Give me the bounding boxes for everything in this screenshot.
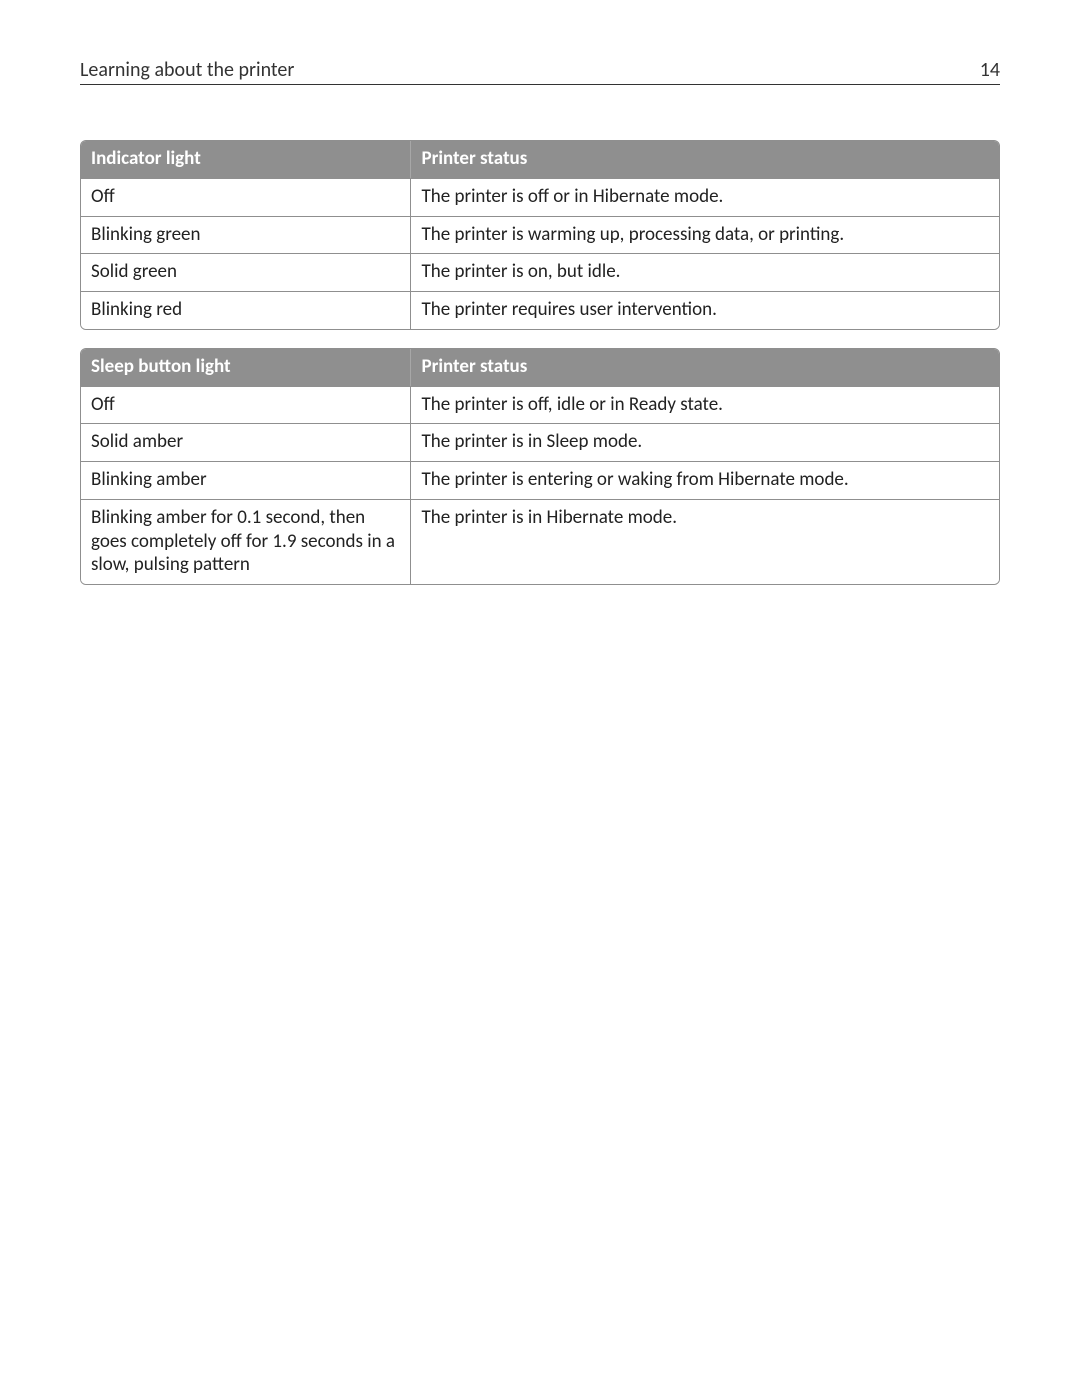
column-header: Sleep button light [81,349,411,386]
table-header-row: Sleep button light Printer status [81,349,999,386]
table-cell: Solid amber [81,423,411,461]
table-cell: Blinking green [81,216,411,254]
table-cell: Blinking amber [81,461,411,499]
document-page: Learning about the printer 14 Indicator … [0,0,1080,1397]
table-cell: The printer is off or in Hibernate mode. [411,178,999,216]
column-header: Indicator light [81,141,411,178]
table-cell: The printer is in Sleep mode. [411,423,999,461]
table-cell: Blinking amber for 0.1 second, then goes… [81,499,411,584]
page-number: 14 [980,58,1000,82]
table-cell: Solid green [81,253,411,291]
table-cell: The printer is off, idle or in Ready sta… [411,386,999,424]
table-row: Blinking red The printer requires user i… [81,291,999,329]
table-cell: Off [81,178,411,216]
table-cell: The printer is entering or waking from H… [411,461,999,499]
table-cell: Blinking red [81,291,411,329]
page-header: Learning about the printer 14 [80,58,1000,85]
column-header: Printer status [411,349,999,386]
table-cell: The printer is warming up, processing da… [411,216,999,254]
indicator-light-table: Indicator light Printer status Off The p… [80,140,1000,330]
table-row: Blinking amber The printer is entering o… [81,461,999,499]
table-row: Blinking green The printer is warming up… [81,216,999,254]
sleep-button-light-table: Sleep button light Printer status Off Th… [80,348,1000,585]
table-cell: The printer is in Hibernate mode. [411,499,999,584]
table-row: Solid green The printer is on, but idle. [81,253,999,291]
table-row: Off The printer is off or in Hibernate m… [81,178,999,216]
table-header-row: Indicator light Printer status [81,141,999,178]
table-cell: Off [81,386,411,424]
table-row: Solid amber The printer is in Sleep mode… [81,423,999,461]
table-row: Off The printer is off, idle or in Ready… [81,386,999,424]
section-title: Learning about the printer [80,58,294,82]
table-cell: The printer requires user intervention. [411,291,999,329]
column-header: Printer status [411,141,999,178]
table-row: Blinking amber for 0.1 second, then goes… [81,499,999,584]
table-cell: The printer is on, but idle. [411,253,999,291]
